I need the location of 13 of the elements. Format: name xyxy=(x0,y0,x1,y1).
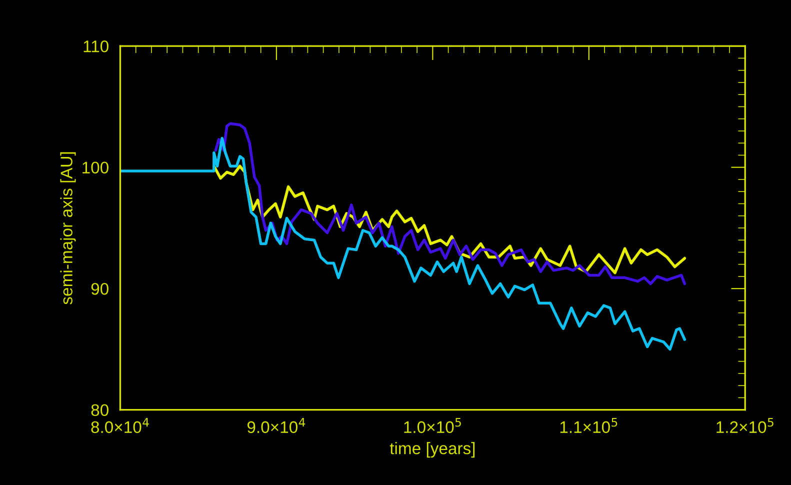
x-tick-label: 1.2×10$^{5}$ xyxy=(716,418,774,434)
y-tick-label: 90 xyxy=(91,282,108,295)
x-tick-label: 9.0×10$^{4}$ xyxy=(247,418,306,434)
y-tick-label: 100 xyxy=(82,162,108,174)
x-tick-label: 1.0×10$^{5}$ xyxy=(404,418,461,434)
line-series xyxy=(120,136,686,351)
line-series xyxy=(214,122,686,286)
y-axis-title: semi-major axis [AU] xyxy=(60,152,76,304)
y-tick-label: 80 xyxy=(91,404,108,416)
x-tick-label: 8.0×10$^{4}$ xyxy=(91,418,149,434)
y-tick-label: 110 xyxy=(84,40,108,52)
x-tick-label: 1.1×10$^{5}$ xyxy=(560,418,618,434)
x-axis-title: time [years] xyxy=(390,442,475,458)
